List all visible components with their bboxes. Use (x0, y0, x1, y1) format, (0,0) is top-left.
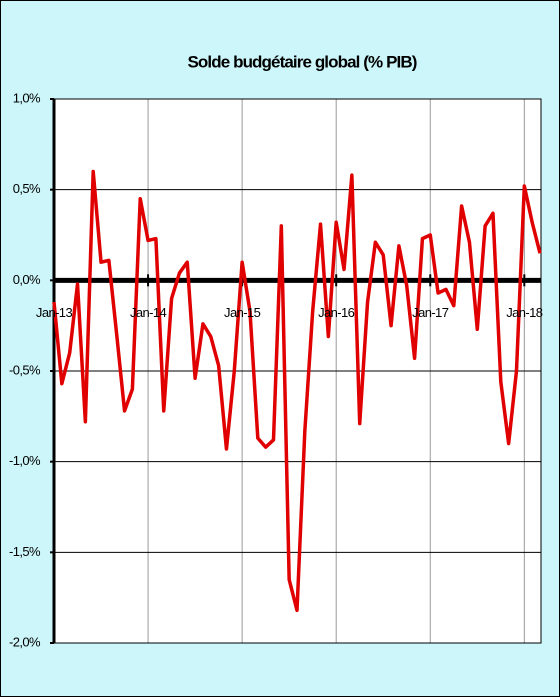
y-tick-label: -2,0% (9, 634, 41, 649)
x-tick-label: Jan-14 (130, 305, 167, 320)
y-tick-label: -1,0% (9, 453, 41, 468)
chart-title: Solde budgétaire global (% PIB) (187, 52, 416, 71)
y-tick-label: 0,5% (13, 181, 41, 196)
data-line (52, 169, 542, 613)
x-tick-label: Jan-16 (318, 305, 355, 320)
x-tick-label: Jan-18 (506, 305, 543, 320)
y-tick-label: 1,0% (13, 90, 41, 105)
y-tick-label: -0,5% (9, 362, 41, 377)
x-tick-label: Jan-13 (36, 305, 73, 320)
x-tick-label: Jan-17 (412, 305, 449, 320)
x-tick-label: Jan-15 (224, 305, 261, 320)
y-tick-label: -1,5% (9, 544, 41, 559)
y-tick-label: 0,0% (13, 272, 41, 287)
